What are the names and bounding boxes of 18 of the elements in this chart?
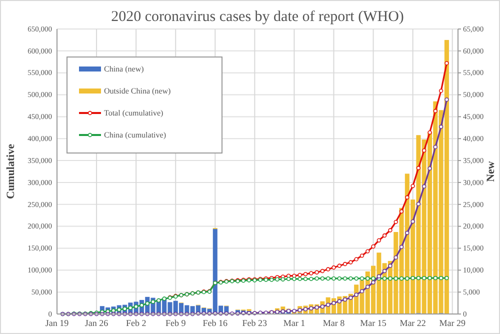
x-tick-label: Feb 2 xyxy=(126,318,146,328)
y2-axis-title: New xyxy=(485,161,497,182)
legend-label: Outside China (new) xyxy=(104,86,171,96)
x-tick-label: Feb 23 xyxy=(242,318,268,328)
x-tick-label: Feb 16 xyxy=(202,318,228,328)
x-tick-label: Jan 26 xyxy=(84,318,109,328)
legend-label: China (new) xyxy=(104,64,144,74)
x-tick-label: Mar 1 xyxy=(283,318,306,328)
x-tick-label: Mar 15 xyxy=(360,318,387,328)
chart-title: 2020 coronavirus cases by date of report (WHO) xyxy=(111,9,404,25)
legend-label: Total (cumulative) xyxy=(104,108,164,118)
x-tick-label: Mar 29 xyxy=(439,318,466,328)
legend-label: China (cumulative) xyxy=(104,130,166,140)
x-tick-label: Mar 22 xyxy=(400,318,426,328)
x-tick-label: Mar 8 xyxy=(322,318,346,328)
x-tick-label: Feb 9 xyxy=(165,318,186,328)
y-axis-title: Cumulative xyxy=(5,144,17,199)
x-tick-label: Jan 19 xyxy=(45,318,70,328)
